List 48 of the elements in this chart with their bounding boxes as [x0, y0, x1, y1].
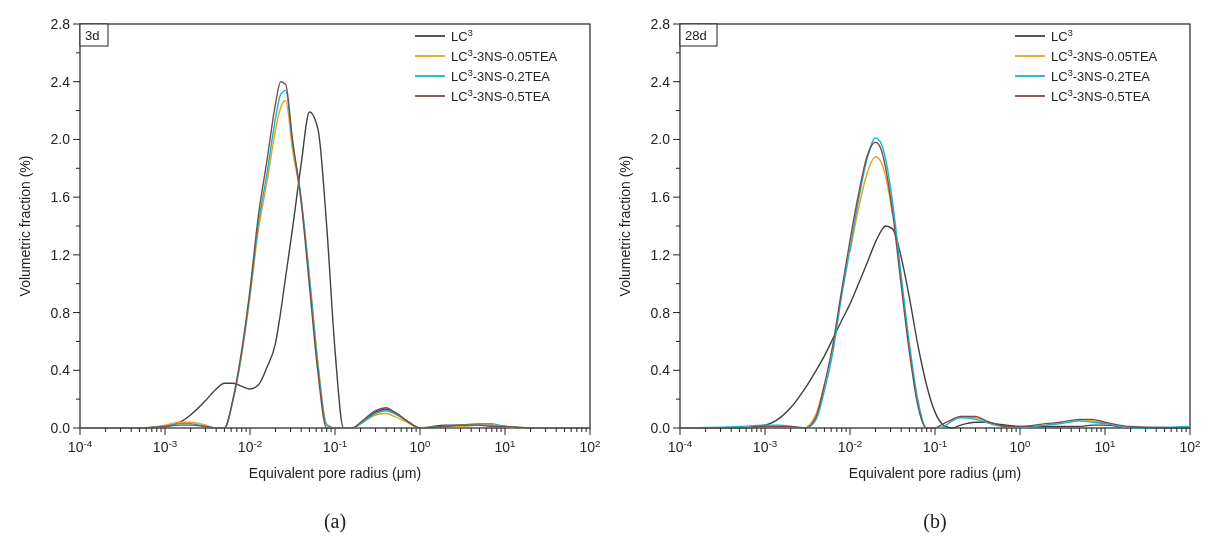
text: (b) [923, 510, 947, 533]
y-tick-label: 0.0 [50, 420, 71, 436]
legend-label: LC$^{3}$-3NS-0.2TEA [451, 68, 551, 84]
legend-label: LC$^{3}$ [1051, 28, 1073, 44]
y-tick-label: 1.6 [50, 189, 71, 206]
y-tick-label: 1.2 [650, 246, 671, 263]
y-tick-label: 0.0 [650, 420, 671, 436]
legend-label: LC$^{3}$-3NS-0.2TEA [1051, 68, 1151, 84]
legend-label: LC$^{3}$-3NS-0.5TEA [1051, 88, 1151, 104]
y-tick-label: 0.8 [650, 304, 671, 321]
x-tick-label: 10$^{0}$ [1009, 437, 1032, 455]
x-tick-label: 10$^{2}$ [1179, 437, 1201, 455]
y-tick-label: 2.0 [50, 131, 71, 148]
y-tick-label: 1.6 [650, 189, 671, 206]
y-tick-label: 2.4 [650, 73, 671, 90]
x-tick-label: 10$^{2}$ [579, 437, 601, 455]
annotation: 3d [85, 28, 100, 43]
text: (a) [323, 510, 347, 533]
x-tick-label: 10$^{-4}$ [67, 437, 93, 455]
y-tick-label: 0.8 [50, 304, 71, 321]
legend-label: LC$^{3}$-3NS-0.5TEA [451, 88, 551, 104]
x-axis-title: Equivalent pore radius (μm) [248, 465, 422, 481]
y-tick-label: 2.0 [650, 131, 671, 148]
panel-label-box: 28d [679, 23, 718, 47]
y-tick-label: 0.4 [650, 362, 671, 379]
y-tick-label: 2.8 [50, 16, 71, 32]
x-tick-label: 10$^{-3}$ [752, 437, 778, 455]
x-tick-label: 10$^{-1}$ [322, 437, 348, 455]
annotation: 28d [685, 28, 707, 43]
y-tick-label: 2.4 [50, 73, 71, 90]
x-tick-label: 10$^{-2}$ [237, 437, 263, 455]
y-tick-label: 2.8 [650, 16, 671, 32]
panel-label-box: 3d [79, 23, 109, 47]
legend-label: LC$^{3}$-3NS-0.05TEA [1051, 48, 1158, 64]
x-tick-label: 10$^{0}$ [409, 437, 432, 455]
x-tick-label: 10$^{-1}$ [922, 437, 948, 455]
y-tick-label: 1.2 [50, 246, 71, 263]
y-axis-title: Volumetric fraction (%) [17, 155, 33, 297]
y-tick-label: 0.4 [50, 362, 71, 379]
legend-label: LC$^{3}$-3NS-0.05TEA [451, 48, 558, 64]
x-tick-label: 10$^{-4}$ [667, 437, 693, 455]
y-axis-title: Volumetric fraction (%) [617, 155, 633, 297]
x-tick-label: 10$^{1}$ [494, 437, 516, 455]
legend-label: LC$^{3}$ [451, 28, 473, 44]
x-tick-label: 10$^{1}$ [1094, 437, 1116, 455]
x-axis-title: Equivalent pore radius (μm) [848, 465, 1022, 481]
x-tick-label: 10$^{-2}$ [837, 437, 863, 455]
x-tick-label: 10$^{-3}$ [152, 437, 178, 455]
